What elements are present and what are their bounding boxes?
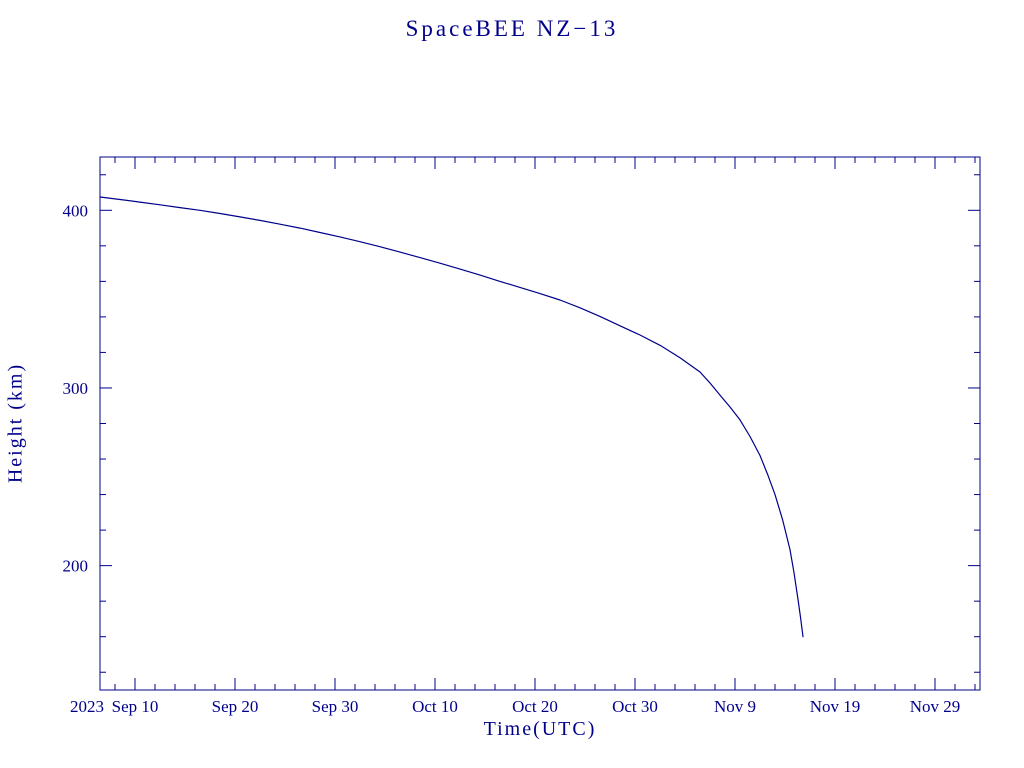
y-tick-label: 300 [63,379,89,398]
x-tick-label: Oct 20 [512,697,558,716]
x-tick-label: Sep 10 [112,697,159,716]
y-tick-label: 400 [63,201,89,220]
plot-frame [99,156,981,691]
chart-title: SpaceBEE NZ−13 [405,16,619,41]
x-tick-label: Nov 29 [910,697,961,716]
x-tick-label: Sep 20 [212,697,259,716]
x-tick-label: Sep 30 [312,697,359,716]
height-curve [99,196,804,638]
x-tick-year-prefix: 2023 [70,697,104,716]
y-tick-label: 200 [63,557,89,576]
x-tick-label: Oct 10 [412,697,458,716]
x-tick-label: Oct 30 [612,697,658,716]
x-axis-label: Time(UTC) [483,718,597,740]
x-tick-label: Nov 19 [810,697,861,716]
x-tick-label: Nov 9 [714,697,756,716]
